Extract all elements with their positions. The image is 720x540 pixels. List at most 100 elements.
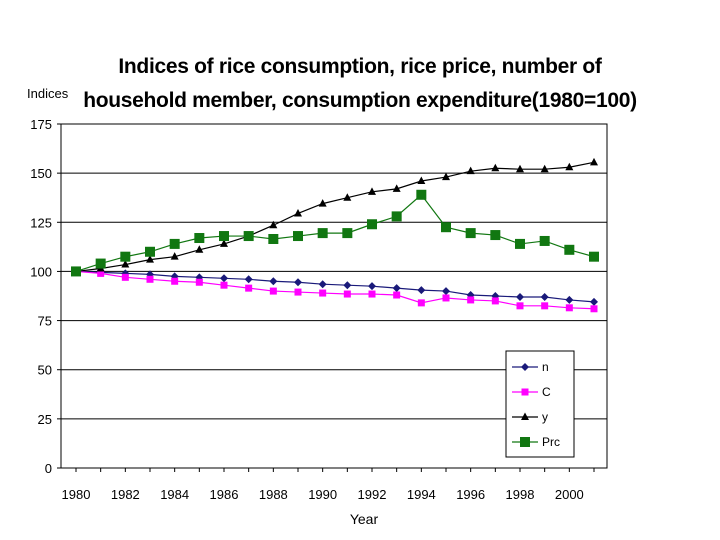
- data-point-y: [442, 172, 450, 181]
- data-point-Prc: [391, 211, 402, 222]
- data-point-Prc: [95, 258, 106, 269]
- data-point-C: [442, 294, 450, 302]
- x-tick-label: 2000: [555, 487, 584, 502]
- data-point-n: [220, 274, 228, 283]
- legend-marker: [521, 363, 529, 371]
- data-point-Prc: [268, 233, 279, 244]
- x-tick-label: 1990: [308, 487, 337, 502]
- data-point-C: [97, 269, 105, 277]
- data-point-y: [466, 166, 475, 175]
- legend-label: Prc: [542, 435, 560, 449]
- legend-item-C: C: [512, 385, 551, 399]
- y-tick-label: 25: [38, 412, 52, 427]
- data-point-n: [343, 281, 352, 290]
- data-point-C: [269, 287, 277, 295]
- data-point-y: [269, 220, 278, 229]
- y-tick-label: 0: [45, 461, 52, 476]
- data-point-Prc: [219, 231, 229, 242]
- data-point-C: [220, 281, 228, 289]
- data-point-C: [195, 278, 203, 286]
- data-point-y: [220, 239, 228, 247]
- data-point-Prc: [441, 222, 451, 233]
- data-point-y: [516, 164, 524, 173]
- series-Prc: [71, 189, 599, 277]
- x-tick-label: 1980: [62, 487, 91, 502]
- data-point-C: [541, 302, 549, 310]
- legend-item-y: y: [512, 410, 548, 424]
- data-point-Prc: [416, 189, 427, 200]
- x-tick-label: 1982: [111, 487, 140, 502]
- data-point-n: [417, 286, 426, 295]
- data-point-n: [540, 292, 549, 301]
- series-line-y: [75, 161, 595, 273]
- data-point-C: [319, 289, 327, 297]
- data-point-n: [294, 278, 302, 287]
- data-point-y: [294, 208, 302, 217]
- series-C: [72, 267, 598, 313]
- data-point-C: [516, 302, 524, 310]
- x-tick-label: 1994: [407, 487, 436, 502]
- data-point-C: [146, 275, 154, 283]
- data-point-Prc: [120, 251, 131, 262]
- x-tick-label: 1986: [210, 487, 239, 502]
- series-line-n: [75, 270, 595, 303]
- data-point-y: [170, 252, 179, 260]
- data-point-Prc: [539, 235, 550, 246]
- data-point-C: [491, 297, 499, 305]
- data-point-n: [392, 284, 401, 293]
- data-point-n: [516, 292, 524, 301]
- legend-box: [505, 350, 575, 458]
- data-point-y: [392, 184, 401, 192]
- legend-marker: [520, 437, 530, 447]
- data-point-C: [565, 304, 573, 312]
- data-point-y: [318, 199, 327, 207]
- data-point-n: [565, 295, 574, 304]
- chart-title-line1: Indices of rice consumption, rice price,…: [118, 55, 602, 78]
- y-tick-label: 175: [30, 117, 52, 132]
- y-tick-label: 125: [30, 215, 52, 230]
- data-point-Prc: [342, 228, 353, 239]
- x-tick-label: 1988: [259, 487, 288, 502]
- y-tick-label: 100: [30, 264, 52, 279]
- data-point-y: [121, 260, 130, 268]
- data-point-Prc: [293, 231, 303, 242]
- legend-label: C: [542, 385, 551, 399]
- y-tick-label: 50: [38, 363, 52, 378]
- data-point-Prc: [71, 266, 81, 277]
- data-point-y: [146, 255, 154, 263]
- data-point-C: [417, 299, 425, 307]
- data-point-n: [318, 280, 327, 289]
- data-point-Prc: [490, 230, 501, 241]
- data-point-Prc: [243, 231, 254, 242]
- data-point-C: [245, 284, 253, 292]
- data-point-Prc: [515, 238, 525, 249]
- y-tick-label: 75: [38, 314, 52, 329]
- data-point-y: [195, 245, 204, 253]
- series-line-C: [75, 270, 595, 310]
- data-point-Prc: [589, 251, 599, 262]
- data-point-Prc: [367, 219, 377, 230]
- x-tick-label: 1984: [160, 487, 189, 502]
- data-point-Prc: [564, 244, 575, 255]
- legend-marker: [521, 388, 529, 396]
- legend-label: y: [542, 410, 548, 424]
- data-point-y: [343, 193, 352, 201]
- y-tick-label: 150: [30, 166, 52, 181]
- data-point-C: [343, 290, 351, 298]
- data-point-C: [368, 290, 376, 298]
- data-point-Prc: [169, 238, 180, 249]
- series-line-Prc: [75, 193, 595, 273]
- data-point-n: [590, 297, 598, 306]
- data-point-Prc: [194, 233, 205, 244]
- legend-item-Prc: Prc: [512, 435, 560, 449]
- data-point-Prc: [317, 228, 328, 239]
- data-point-y: [565, 162, 574, 171]
- data-point-Prc: [145, 246, 155, 257]
- data-point-y: [368, 187, 376, 195]
- x-tick-label: 1992: [358, 487, 387, 502]
- chart-title-line2: household member, consumption expenditur…: [83, 89, 637, 112]
- data-point-C: [171, 277, 179, 285]
- data-point-C: [121, 273, 129, 281]
- y-axis-label: Indices: [27, 86, 69, 101]
